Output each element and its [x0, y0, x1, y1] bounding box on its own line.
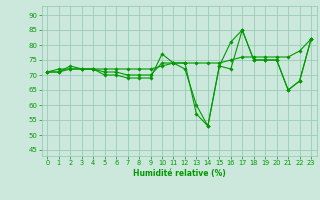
X-axis label: Humidité relative (%): Humidité relative (%) [133, 169, 226, 178]
